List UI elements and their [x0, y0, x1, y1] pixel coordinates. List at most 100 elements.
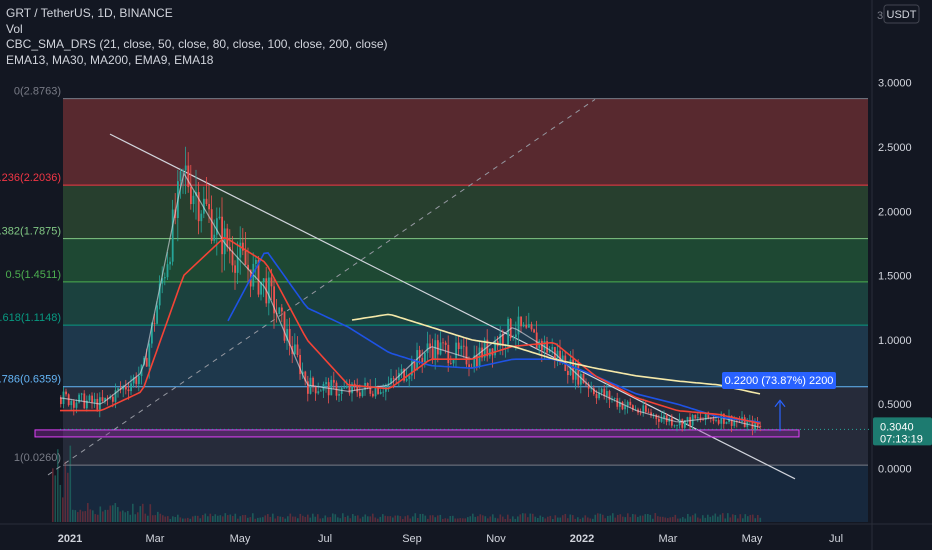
volume-bar — [162, 515, 164, 522]
volume-bar — [99, 506, 102, 522]
candle-body — [590, 388, 593, 390]
volume-bar — [154, 515, 157, 522]
candle-body — [658, 418, 660, 422]
volume-bar — [612, 513, 614, 522]
volume-bar — [692, 515, 694, 522]
time-tick-label: Sep — [402, 533, 422, 545]
volume-bar — [682, 517, 684, 522]
candle-body — [130, 383, 132, 392]
candle-body — [153, 323, 156, 325]
volume-bar — [237, 518, 239, 522]
candle-body — [226, 228, 229, 247]
volume-bar — [177, 514, 179, 522]
volume-bar — [509, 518, 512, 522]
candle-body — [307, 381, 309, 394]
candle-body — [465, 346, 468, 365]
volume-bar — [429, 515, 432, 522]
volume-bar — [82, 511, 84, 522]
candle-body — [197, 192, 200, 222]
volume-bar — [269, 516, 272, 522]
time-tick-label: 2022 — [570, 533, 594, 545]
symbol-title[interactable]: GRT / TetherUS, 1D, BINANCE — [6, 6, 173, 20]
candle-body — [171, 209, 174, 262]
candle-body — [135, 377, 138, 384]
candle-body — [392, 378, 395, 379]
volume-bar — [589, 518, 592, 522]
volume-bar — [722, 513, 724, 522]
candle-body — [236, 257, 239, 273]
volume-bar — [614, 517, 617, 522]
volume-bar — [157, 511, 159, 522]
volume-bar — [334, 514, 337, 522]
volume-bar — [739, 514, 742, 522]
candle-body — [156, 305, 158, 324]
volume-bar — [689, 516, 692, 522]
volume-bar — [587, 517, 589, 522]
candle-body — [629, 401, 632, 406]
candle-body — [418, 350, 421, 358]
volume-bar — [672, 516, 674, 522]
volume-bar — [494, 517, 497, 522]
fib-band — [63, 238, 868, 282]
volume-bar — [707, 514, 709, 522]
measure-arrowhead — [774, 399, 786, 408]
candle-body — [114, 390, 117, 402]
fib-label: 0.236(2.2036) — [0, 172, 61, 184]
candle-body — [660, 418, 663, 422]
candle-body — [429, 343, 431, 349]
volume-bar — [442, 518, 444, 522]
volume-bar — [124, 512, 127, 522]
volume-bar — [427, 518, 429, 522]
indicator-ema-ma[interactable]: EMA13, MA30, MA200, EMA9, EMA18 — [6, 52, 214, 67]
currency-prefix: 3 — [877, 10, 883, 22]
volume-bar — [299, 513, 302, 522]
volume-bar — [197, 515, 199, 522]
volume-bar — [557, 517, 559, 522]
candle-body — [190, 187, 192, 205]
volume-bar — [332, 513, 334, 522]
volume-bar — [279, 516, 282, 522]
candle-body — [148, 343, 151, 367]
candle-body — [210, 209, 213, 241]
candle-body — [260, 281, 262, 295]
volume-bar — [152, 515, 154, 522]
volume-bar — [667, 518, 669, 522]
volume-bar — [652, 518, 654, 522]
volume-bar — [742, 518, 744, 522]
currency-button[interactable] — [883, 4, 920, 24]
volume-bar — [347, 515, 349, 522]
candle-body — [556, 350, 559, 359]
time-tick-label: 2021 — [58, 533, 82, 545]
candle-body — [554, 347, 556, 359]
candle-body — [351, 383, 353, 394]
candle-body — [395, 378, 398, 380]
volume-bar — [697, 517, 699, 522]
volume-bar — [247, 517, 249, 522]
volume-bar — [474, 516, 477, 522]
indicator-cbc-sma[interactable]: CBC_SMA_DRS (21, close, 50, close, 80, c… — [6, 37, 388, 51]
fib-band — [63, 281, 868, 326]
candle-body — [101, 397, 104, 402]
indicator-vol[interactable]: Vol — [6, 21, 23, 36]
fib-band — [63, 98, 868, 186]
volume-bar — [402, 518, 404, 522]
volume-bar — [382, 514, 384, 522]
candle-body — [244, 250, 247, 265]
candle-body — [426, 343, 429, 353]
volume-bar — [229, 514, 232, 522]
candle-body — [333, 379, 335, 383]
volume-bar — [132, 503, 134, 522]
volume-bar — [107, 509, 109, 522]
volume-bar — [389, 516, 392, 522]
time-tick-label: Nov — [486, 533, 506, 545]
candle-body — [572, 359, 574, 380]
volume-bar — [569, 514, 572, 522]
volume-bar — [547, 516, 549, 522]
volume-bar — [747, 516, 749, 522]
measure-box[interactable] — [722, 372, 836, 389]
volume-bar — [487, 518, 489, 522]
fib-label: 0.5(1.4511) — [6, 269, 61, 281]
candle-body — [743, 417, 746, 428]
candle-body — [164, 277, 166, 279]
